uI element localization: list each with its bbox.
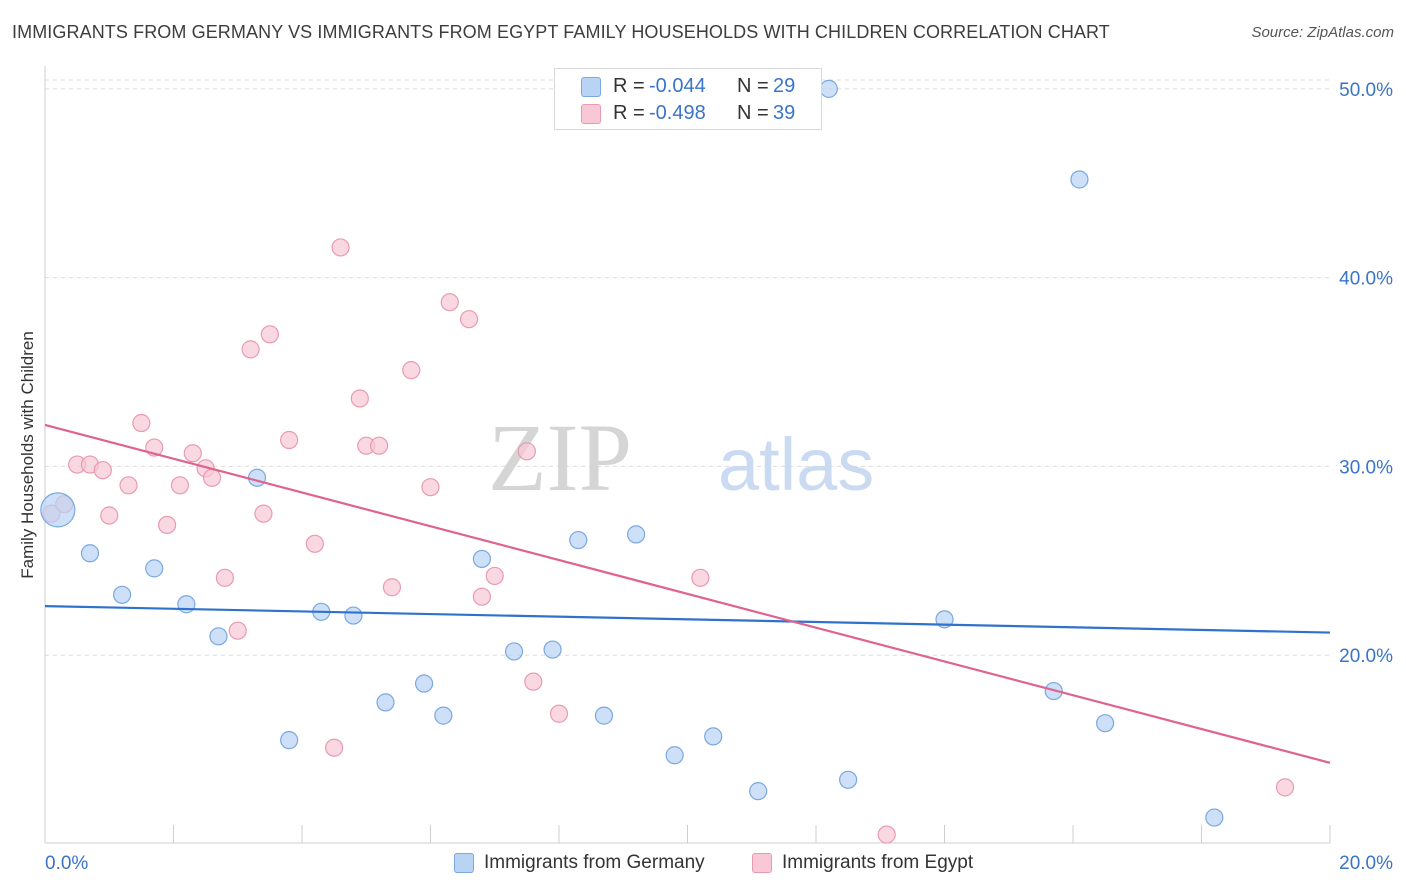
- legend-swatch-egypt: [752, 853, 772, 873]
- germany-point: [594, 706, 614, 725]
- germany-trend-line: [44, 605, 1331, 634]
- germany-point: [414, 674, 434, 693]
- germany-point: [626, 525, 646, 544]
- germany-point: [472, 549, 491, 569]
- germany-n-value: 29: [773, 75, 796, 97]
- egypt-n-label: N =: [737, 102, 769, 124]
- egypt-point: [132, 413, 151, 433]
- egypt-point: [382, 578, 402, 597]
- egypt-point: [549, 704, 569, 723]
- egypt-point: [228, 621, 247, 640]
- legend-item-germany: Immigrants from Germany: [454, 852, 705, 874]
- germany-swatch: [581, 77, 601, 97]
- germany-point: [1096, 714, 1115, 733]
- germany-point: [1070, 170, 1089, 189]
- egypt-point: [100, 506, 119, 525]
- egypt-point: [459, 310, 479, 329]
- germany-point: [344, 606, 363, 625]
- egypt-trend-line: [44, 423, 1331, 764]
- egypt-point: [524, 672, 543, 691]
- germany-point: [434, 706, 453, 725]
- germany-point: [569, 530, 588, 550]
- egypt-point: [280, 430, 299, 450]
- egypt-point: [170, 476, 190, 495]
- germany-point: [749, 782, 768, 801]
- germany-point: [40, 492, 76, 528]
- germany-point: [504, 642, 524, 661]
- egypt-point: [254, 504, 273, 523]
- germany-point: [247, 468, 267, 487]
- germany-point: [80, 544, 100, 563]
- x-tick-label: 20.0%: [1339, 853, 1393, 874]
- y-tick-label: 50.0%: [1339, 80, 1393, 101]
- legend-item-egypt: Immigrants from Egypt: [752, 852, 973, 874]
- watermark: ZIP atlas: [488, 404, 874, 511]
- egypt-point: [350, 389, 369, 408]
- egypt-point: [202, 468, 222, 487]
- egypt-point: [183, 444, 202, 463]
- germany-point: [112, 585, 132, 604]
- egypt-point: [691, 568, 710, 587]
- legend-label-egypt: Immigrants from Egypt: [782, 852, 974, 873]
- correlation-legend: R = -0.044 N = 29 R = -0.498 N = 39: [554, 68, 822, 130]
- axes: [44, 66, 1331, 844]
- egypt-swatch: [581, 104, 601, 124]
- egypt-point: [440, 293, 459, 312]
- y-tick-label: 20.0%: [1339, 646, 1393, 667]
- egypt-r-label: R =: [613, 102, 645, 124]
- germany-point: [209, 627, 228, 646]
- germany-point: [543, 640, 562, 659]
- germany-point: [704, 727, 723, 746]
- legend-swatch-germany: [454, 853, 474, 873]
- y-tick-label: 40.0%: [1339, 269, 1393, 290]
- germany-point: [1205, 808, 1224, 827]
- egypt-point: [215, 568, 234, 587]
- legend-label-germany: Immigrants from Germany: [484, 852, 705, 873]
- egypt-n-value: 39: [773, 102, 796, 124]
- germany-point: [376, 693, 395, 712]
- germany-point: [145, 559, 164, 578]
- egypt-point: [241, 340, 260, 359]
- egypt-r-value: -0.498: [649, 102, 706, 124]
- germany-r-label: R =: [613, 75, 645, 97]
- tick-labels: 20.0% 30.0% 40.0% 50.0% 0.0% 20.0%: [45, 80, 1393, 874]
- chart-title: IMMIGRANTS FROM GERMANY VS IMMIGRANTS FR…: [12, 22, 1110, 42]
- source-label: Source: ZipAtlas.com: [1251, 24, 1394, 41]
- egypt-point: [119, 476, 138, 495]
- germany-r-value: -0.044: [649, 75, 706, 97]
- egypt-point: [402, 361, 421, 380]
- egypt-point: [517, 442, 536, 461]
- egypt-point: [331, 238, 350, 257]
- egypt-point: [485, 566, 504, 586]
- egypt-point: [260, 325, 279, 344]
- egypt-point: [325, 738, 344, 757]
- egypt-point: [157, 515, 177, 535]
- egypt-point: [93, 461, 112, 480]
- egypt-point: [421, 478, 440, 497]
- trend-lines: [44, 423, 1331, 764]
- egypt-point: [370, 436, 389, 455]
- germany-point: [665, 746, 684, 765]
- x-tick-label: 0.0%: [45, 853, 88, 874]
- egypt-point: [472, 587, 491, 606]
- egypt-point: [1275, 778, 1295, 797]
- watermark-zip: ZIP: [488, 404, 632, 511]
- germany-point: [819, 79, 838, 98]
- series-legend: Immigrants from Germany Immigrants from …: [0, 852, 1406, 878]
- germany-n-label: N =: [737, 75, 769, 97]
- egypt-point: [305, 534, 324, 553]
- watermark-atlas: atlas: [718, 423, 874, 506]
- y-tick-label: 30.0%: [1339, 457, 1393, 478]
- germany-point: [839, 770, 858, 789]
- germany-point: [280, 731, 299, 750]
- egypt-point: [877, 825, 896, 844]
- grid-lines: [45, 79, 1330, 656]
